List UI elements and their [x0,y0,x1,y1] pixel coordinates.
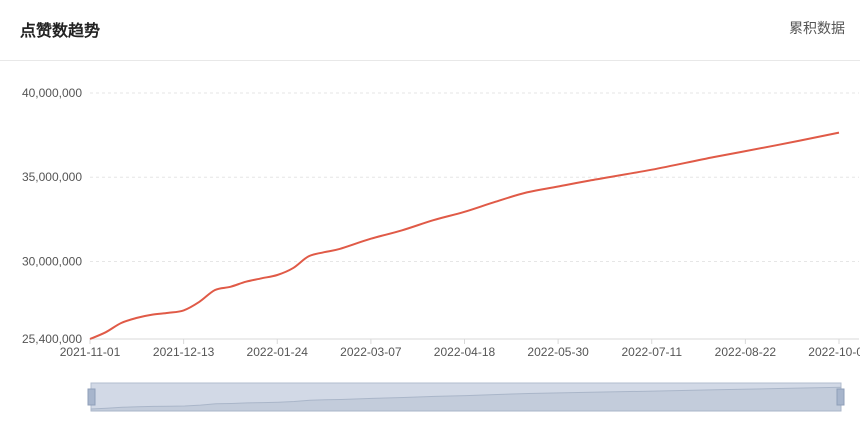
x-tick-label: 2022-03-07 [340,345,402,359]
data-zoom-slider[interactable] [87,382,845,412]
y-axis: 25,400,000 30,000,000 35,000,000 40,000,000 [22,86,82,346]
x-tick-label: 2021-12-13 [153,345,215,359]
x-tick-label: 2022-07-11 [622,345,683,359]
zoom-handle-left[interactable] [87,388,96,406]
x-tick-label: 2022-10-03 [808,345,860,359]
y-tick-label: 35,000,000 [22,170,82,184]
zoom-preview-area [90,386,842,412]
x-axis: 2021-11-01 2021-12-13 2022-01-24 2022-03-07… [60,339,860,359]
series-line [89,131,840,340]
x-tick-label: 2021-11-01 [60,345,121,359]
y-tick-label: 40,000,000 [22,86,82,100]
y-tick-label: 25,400,000 [22,332,82,346]
cumulative-data-toggle[interactable]: 累积数据 [789,20,845,36]
x-tick-label: 2022-05-30 [527,345,589,359]
x-tick-label: 2022-01-24 [247,345,309,359]
x-tick-label: 2022-04-18 [434,345,496,359]
chart-header: 点赞数趋势 累积数据 [0,0,860,61]
zoom-handle-right[interactable] [836,388,845,406]
chart-title: 点赞数趋势 [20,23,101,40]
y-tick-label: 30,000,000 [22,254,82,268]
x-tick-label: 2022-08-22 [715,345,777,359]
grid-lines [90,92,859,262]
